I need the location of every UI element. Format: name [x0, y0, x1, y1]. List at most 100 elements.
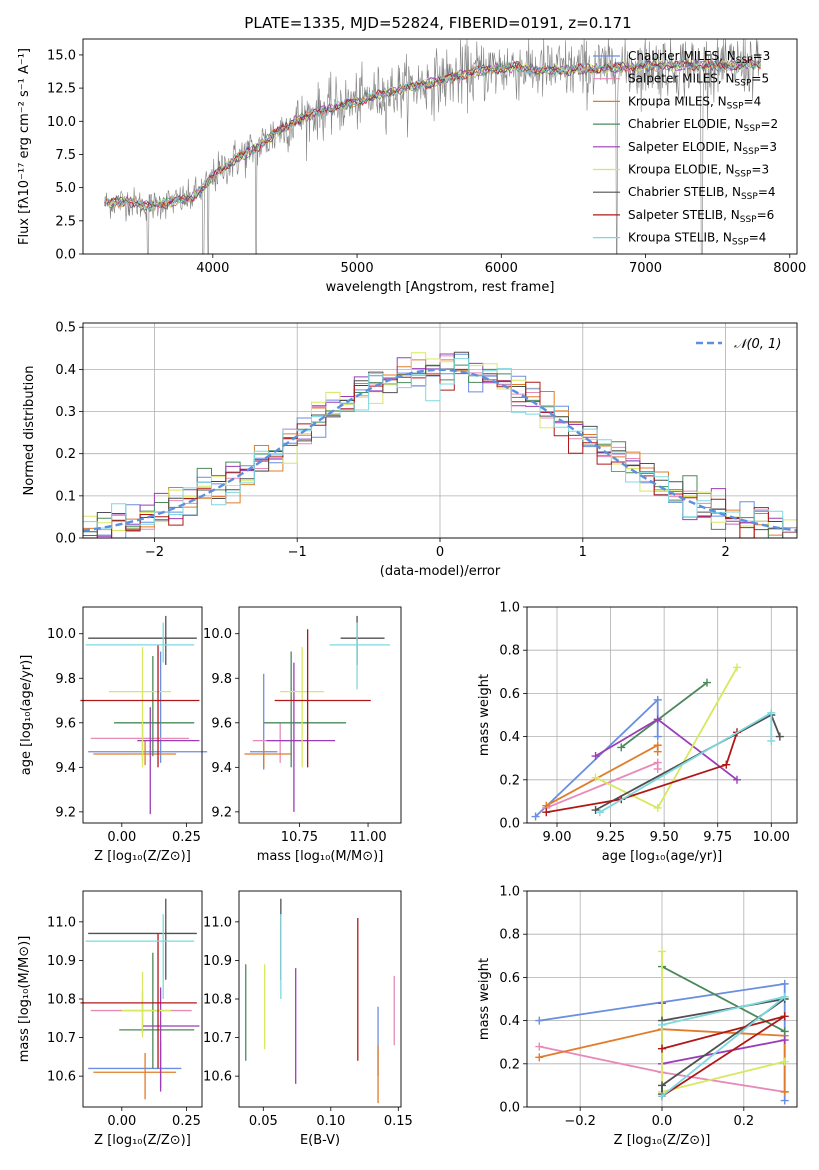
x-tick-label: 0.0 [652, 1114, 673, 1129]
axes-age_vs_Z: 0.00 0.25 9.2 9.4 9.6 9.8 10.0 Z [log₁₀(Z/Z⊙)] a… [19, 627, 201, 864]
massweight_vs_Z-lines [535, 947, 789, 1105]
legend-subscript: SSP [740, 215, 757, 225]
model-spectrum-salpeter_stelib [104, 58, 761, 209]
y-tick-label: 0.6 [499, 971, 520, 986]
x-tick-label: −0.2 [564, 1114, 596, 1129]
legend-count: =3 [753, 49, 771, 63]
legend-count: =2 [760, 117, 778, 131]
y-tick-label: 0.4 [499, 730, 520, 745]
legend-count: =3 [759, 140, 777, 154]
legend-count: =6 [757, 208, 775, 222]
y-tick-label: 0.0 [499, 1101, 520, 1116]
legend-subscript: SSP [744, 124, 761, 134]
age_vs_mass-points [244, 615, 391, 812]
x-tick-label: 0.00 [107, 830, 136, 845]
x-axis-label: (data-model)/error [380, 564, 501, 579]
x-tick-label: 1 [579, 545, 587, 560]
y-tick-label: 9.2 [211, 805, 232, 820]
legend-subscript: SSP [742, 147, 759, 157]
legend-label: Salpeter ELODIE, NSSP=3 [628, 140, 777, 157]
y-axis-label: Normed distribution [22, 366, 37, 496]
axes-mass_vs_ebv: 0.05 0.10 0.15 10.6 10.7 10.8 10.9 11.0 E(B-V) [203, 915, 413, 1148]
y-tick-label: 0.8 [499, 644, 520, 659]
marker-kroupa_elodie [653, 803, 662, 812]
y-tick-label: 0.8 [499, 928, 520, 943]
y-tick-label: 10.7 [203, 1031, 232, 1046]
plot-frame [526, 890, 798, 1108]
y-tick-label: 12.5 [47, 82, 76, 97]
gaussian-curve [82, 368, 798, 532]
series-chabrier_elodie [620, 681, 708, 749]
marker-chabrier_stelib [591, 806, 600, 815]
marker-salpeter_stelib [542, 808, 551, 817]
spectrum-plot [104, 38, 762, 255]
legend-count: =3 [751, 163, 769, 177]
y-tick-label: 0.6 [499, 687, 520, 702]
legend-subscript: SSP [735, 170, 752, 180]
y-tick-label: 0.2 [499, 1057, 520, 1072]
plot-frame [82, 606, 203, 824]
x-tick-label: 9.00 [543, 830, 572, 845]
marker-kroupa_stelib [658, 1020, 666, 1029]
y-axis-label: age [log₁₀(age/yr)] [19, 655, 34, 776]
y-tick-label: 10.0 [203, 627, 232, 642]
marker-kroupa_stelib [767, 708, 776, 717]
plot-frame [238, 890, 402, 1108]
legend-subscript: SSP [736, 56, 753, 66]
y-tick-label: 0.0 [55, 532, 76, 547]
series-kroupa_elodie [595, 667, 738, 810]
x-axis-label: Z [log₁₀(Z/Z⊙)] [614, 1133, 711, 1148]
y-tick-label: 10.7 [47, 1031, 76, 1046]
spectrum-legend: Chabrier MILES, NSSP=3 Salpeter MILES, NS… [593, 49, 778, 248]
marker-kroupa_stelib [780, 992, 789, 1001]
x-tick-label: 7000 [629, 261, 662, 276]
marker-chabrier_stelib [658, 1081, 666, 1090]
histogram-plot [82, 351, 798, 539]
marker-salpeter_elodie [653, 715, 662, 724]
y-axis-label: mass weight [477, 674, 492, 756]
plot-frame [238, 606, 402, 824]
x-tick-label: 2 [721, 545, 729, 560]
plot-frame [82, 38, 798, 255]
y-tick-label: 1.0 [499, 601, 520, 616]
y-axis-label: mass [log₁₀(M/M⊙)] [17, 936, 32, 1063]
x-axis-label: Z [log₁₀(Z/Z⊙)] [94, 1133, 191, 1148]
marker-salpeter_stelib [722, 760, 731, 769]
y-tick-label: 7.5 [55, 148, 76, 163]
marker-salpeter_miles [535, 1042, 544, 1051]
massweight_vs_age-lines [531, 663, 784, 821]
axes-spectrum: 4000 5000 6000 7000 8000 0.0 2.5 5.0 7.5 10.0 12.5… [17, 48, 806, 295]
legend-subscript: SSP [735, 79, 752, 89]
x-tick-label: 10.00 [753, 830, 790, 845]
marker-kroupa_elodie [780, 1057, 789, 1066]
histogram-kroupa_stelib [83, 358, 797, 533]
x-tick-label: 0.2 [733, 1114, 754, 1129]
marker-chabrier_miles [531, 812, 540, 821]
marker-kroupa_miles [780, 1087, 789, 1096]
y-tick-label: 0.4 [499, 1014, 520, 1029]
x-tick-label: 0.25 [172, 830, 201, 845]
marker-salpeter_elodie [733, 775, 741, 784]
legend-count: =4 [758, 185, 776, 199]
y-tick-label: 10.9 [47, 954, 76, 969]
histogram-chabrier_stelib [83, 351, 797, 539]
y-tick-label: 9.6 [55, 716, 76, 731]
x-axis-label: age [log₁₀(age/yr)] [602, 849, 723, 864]
y-tick-label: 10.0 [47, 627, 76, 642]
x-axis-label: mass [log₁₀(M/M⊙)] [257, 849, 384, 864]
y-tick-label: 0.0 [55, 248, 76, 263]
y-tick-label: 9.8 [211, 672, 232, 687]
series-chabrier_elodie [661, 965, 786, 1033]
marker-chabrier_miles [780, 1096, 789, 1105]
marker-kroupa_elodie [733, 663, 741, 672]
marker-chabrier_elodie [617, 743, 626, 752]
y-tick-label: 0.3 [55, 405, 76, 420]
y-tick-label: 5.0 [55, 181, 76, 196]
y-tick-label: 9.2 [55, 805, 76, 820]
x-tick-label: 0.05 [249, 1114, 278, 1129]
axes-residuals: −2 −1 0 1 2 0.0 0.1 0.2 0.3 0.4 0.5 (data-model)/er… [22, 321, 797, 579]
legend-label: Chabrier MILES, NSSP=3 [628, 49, 770, 66]
x-tick-label: 0.15 [384, 1114, 413, 1129]
y-tick-label: 15.0 [47, 48, 76, 63]
